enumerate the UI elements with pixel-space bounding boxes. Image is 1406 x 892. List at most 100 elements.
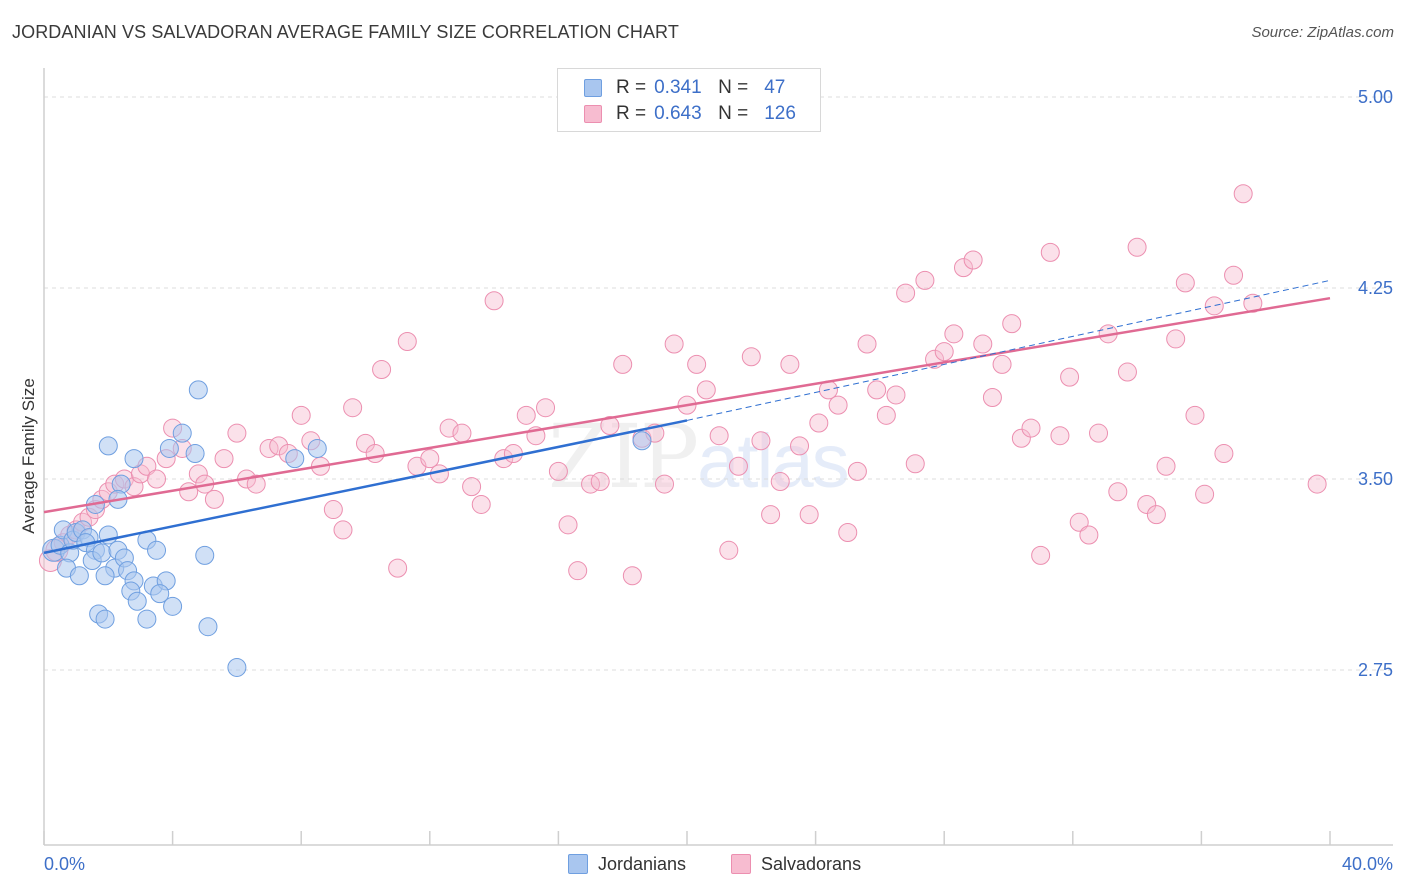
data-point — [1002, 314, 1022, 334]
gridlines — [44, 96, 1393, 671]
data-point — [1146, 505, 1166, 525]
y-tick-label: 5.00 — [1358, 87, 1393, 107]
data-point — [536, 398, 556, 418]
stats-legend: R = 0.341 N = 47 R = 0.643 N = 126 — [557, 68, 821, 132]
data-point — [934, 342, 954, 362]
data-point — [568, 561, 588, 581]
y-axis-title: Average Family Size — [19, 378, 38, 534]
data-point — [905, 454, 925, 474]
data-point — [944, 324, 964, 344]
n-value: 47 — [764, 77, 786, 98]
data-point — [1108, 482, 1128, 502]
r-label: R = — [616, 103, 647, 124]
data-point — [227, 657, 247, 677]
jordanians-points — [42, 380, 652, 677]
data-point — [185, 444, 205, 464]
data-point — [195, 545, 215, 565]
data-point — [397, 331, 417, 351]
data-point — [915, 270, 935, 290]
data-point — [1166, 329, 1186, 349]
legend-row-jordanians: R = 0.341 N = 47 — [584, 76, 785, 100]
data-point — [1079, 525, 1099, 545]
legend-label: Jordanians — [598, 853, 687, 874]
chart-title: JORDANIAN VS SALVADORAN AVERAGE FAMILY S… — [12, 22, 679, 42]
data-point — [613, 354, 633, 374]
data-point — [1185, 405, 1205, 425]
data-point — [696, 380, 716, 400]
data-point — [163, 596, 183, 616]
data-point — [365, 444, 385, 464]
salvadorans-swatch — [731, 854, 751, 874]
data-point — [1069, 512, 1089, 532]
salvadorans-trend-line — [43, 296, 1331, 514]
data-point — [95, 609, 115, 629]
legend-label: Salvadorans — [761, 853, 862, 874]
n-label: N = — [718, 103, 749, 124]
data-point — [307, 438, 327, 458]
data-point — [770, 472, 790, 492]
data-point — [214, 449, 234, 469]
data-point — [147, 540, 167, 560]
data-point — [1127, 237, 1147, 257]
data-point — [204, 489, 224, 509]
y-tick-label: 2.75 — [1358, 660, 1393, 680]
data-point — [963, 250, 983, 270]
jordanians-trend-extension — [686, 279, 1331, 421]
r-label: R = — [616, 77, 647, 98]
data-point — [137, 609, 157, 629]
axes — [43, 68, 1393, 846]
data-point — [780, 354, 800, 374]
data-point — [741, 347, 761, 367]
data-point — [857, 334, 877, 354]
x-tick-label-right: 40.0% — [1342, 854, 1393, 874]
data-point — [1233, 184, 1253, 204]
data-point — [92, 543, 112, 563]
data-point — [471, 494, 491, 514]
data-point — [179, 482, 199, 502]
data-point — [227, 423, 247, 443]
n-value: 126 — [764, 103, 796, 124]
data-point — [452, 423, 472, 443]
legend-item-salvadorans[interactable]: Salvadorans — [731, 852, 861, 876]
legend-item-jordanians[interactable]: Jordanians — [568, 852, 686, 876]
data-point — [664, 334, 684, 354]
r-value: 0.643 — [654, 103, 702, 124]
data-point — [886, 385, 906, 405]
n-label: N = — [718, 77, 749, 98]
data-point — [333, 520, 353, 540]
legend-row-salvadorans: R = 0.643 N = 126 — [584, 102, 796, 126]
data-point — [548, 461, 568, 481]
data-point — [590, 472, 610, 492]
data-point — [558, 515, 578, 535]
data-point — [372, 359, 392, 379]
data-point — [124, 449, 144, 469]
x-tick-label-left: 0.0% — [44, 854, 85, 874]
jordanians-trend-line — [43, 419, 688, 555]
data-point — [896, 283, 916, 303]
trend-lines — [43, 279, 1331, 555]
data-point — [654, 474, 674, 494]
data-point — [600, 416, 620, 436]
data-point — [1050, 426, 1070, 446]
y-tick-labels: 2.75 3.50 4.25 5.00 — [1358, 87, 1393, 680]
data-point — [439, 418, 459, 438]
jordanians-swatch — [584, 79, 602, 97]
data-point — [1031, 545, 1051, 565]
data-point — [503, 444, 523, 464]
data-point — [285, 449, 305, 469]
data-point — [95, 566, 115, 586]
data-point — [291, 405, 311, 425]
source-label: Source: ZipAtlas.com — [1251, 24, 1394, 41]
data-point — [269, 436, 289, 456]
data-point — [1060, 367, 1080, 387]
data-point — [188, 380, 208, 400]
data-point — [147, 469, 167, 489]
data-point — [982, 388, 1002, 408]
data-point — [172, 423, 192, 443]
data-point — [198, 617, 218, 637]
data-point — [992, 354, 1012, 374]
data-point — [343, 398, 363, 418]
data-point — [1307, 474, 1327, 494]
data-point — [876, 405, 896, 425]
